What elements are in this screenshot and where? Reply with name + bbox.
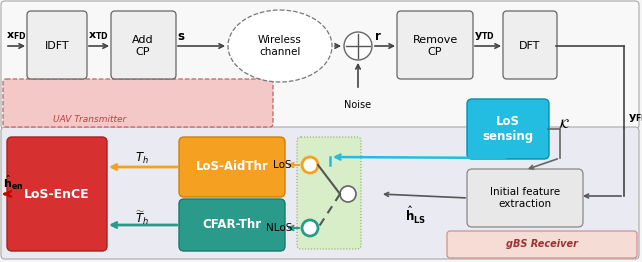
Circle shape (340, 186, 356, 202)
Text: $\mathbf{y}_\mathbf{FD}$: $\mathbf{y}_\mathbf{FD}$ (628, 112, 642, 124)
Text: Noise: Noise (345, 100, 372, 110)
Text: LoS: LoS (273, 160, 292, 170)
Circle shape (302, 220, 318, 236)
Text: LoS-EnCE: LoS-EnCE (24, 188, 90, 200)
Text: $\hat{\mathbf{h}}_\mathbf{en}$: $\hat{\mathbf{h}}_\mathbf{en}$ (3, 174, 23, 192)
Text: $\hat{\mathbf{h}}_\mathbf{LS}$: $\hat{\mathbf{h}}_\mathbf{LS}$ (406, 204, 426, 226)
Text: Initial feature
extraction: Initial feature extraction (490, 187, 560, 209)
Text: $\mathcal{K}$: $\mathcal{K}$ (558, 117, 570, 130)
Text: $\mathbf{r}$: $\mathbf{r}$ (374, 30, 382, 42)
Text: $\mathbf{s}$: $\mathbf{s}$ (177, 30, 186, 42)
Text: LoS-AidThr: LoS-AidThr (196, 161, 268, 173)
Text: Remove
CP: Remove CP (412, 35, 458, 57)
Text: gBS Receiver: gBS Receiver (506, 239, 578, 249)
FancyBboxPatch shape (503, 11, 557, 79)
Circle shape (302, 157, 318, 173)
FancyBboxPatch shape (179, 199, 285, 251)
FancyBboxPatch shape (397, 11, 473, 79)
Text: $\widetilde{T}_h$: $\widetilde{T}_h$ (135, 209, 149, 227)
FancyBboxPatch shape (7, 137, 107, 251)
Text: Add
CP: Add CP (132, 35, 154, 57)
Text: $T_h$: $T_h$ (135, 150, 149, 166)
FancyBboxPatch shape (1, 1, 639, 129)
Text: CFAR-Thr: CFAR-Thr (202, 219, 261, 232)
Ellipse shape (228, 10, 332, 82)
Circle shape (344, 32, 372, 60)
Text: $\mathbf{x}_\mathbf{FD}$: $\mathbf{x}_\mathbf{FD}$ (6, 30, 27, 42)
Text: UAV Transmitter: UAV Transmitter (53, 116, 126, 124)
Text: LoS
sensing: LoS sensing (482, 115, 534, 143)
FancyBboxPatch shape (467, 169, 583, 227)
Text: $\mathbf{x}_\mathbf{TD}$: $\mathbf{x}_\mathbf{TD}$ (88, 30, 108, 42)
FancyBboxPatch shape (179, 137, 285, 197)
Text: $\mathbf{y}_\mathbf{TD}$: $\mathbf{y}_\mathbf{TD}$ (474, 30, 495, 42)
FancyBboxPatch shape (297, 137, 361, 249)
FancyBboxPatch shape (111, 11, 176, 79)
Text: IDFT: IDFT (45, 41, 69, 51)
FancyBboxPatch shape (1, 127, 639, 259)
Text: Wireless
channel: Wireless channel (258, 35, 302, 57)
Text: DFT: DFT (519, 41, 541, 51)
FancyBboxPatch shape (27, 11, 87, 79)
FancyBboxPatch shape (467, 99, 549, 159)
FancyBboxPatch shape (3, 79, 273, 127)
Text: NLoS: NLoS (266, 223, 292, 233)
FancyBboxPatch shape (447, 231, 637, 258)
